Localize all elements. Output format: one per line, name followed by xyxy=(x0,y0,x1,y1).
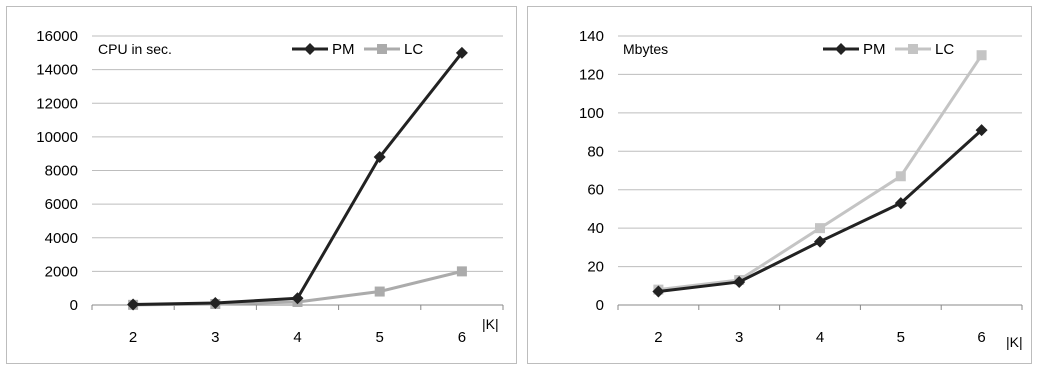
y-tick-label: 80 xyxy=(587,143,604,160)
data-point-pm xyxy=(652,285,665,298)
data-point-lc xyxy=(976,50,987,61)
data-point-lc xyxy=(374,286,385,297)
y-axis-label: Mbytes xyxy=(623,41,668,57)
legend-marker-lc xyxy=(908,44,918,54)
y-tick-label: 16000 xyxy=(36,28,78,45)
y-tick-label: 14000 xyxy=(36,62,78,79)
x-tick-label: 3 xyxy=(211,329,219,346)
y-tick-label: 60 xyxy=(587,182,604,199)
data-point-pm xyxy=(127,298,140,311)
x-tick-label: 3 xyxy=(735,329,743,346)
data-point-pm xyxy=(455,46,468,59)
y-tick-label: 0 xyxy=(70,297,78,314)
cpu-chart: 0 2000 4000 6000 8000 10000 12000 14000 16000 2 3 4… xyxy=(36,28,504,346)
data-point-lc xyxy=(895,171,906,182)
data-point-pm xyxy=(733,275,746,288)
y-tick-label: 12000 xyxy=(36,95,78,112)
data-point-lc xyxy=(815,223,825,234)
y-tick-label: 120 xyxy=(579,66,604,83)
cpu-chart-panel: 0 2000 4000 6000 8000 10000 12000 14000 16000 2 3 4… xyxy=(6,6,517,364)
legend-label-lc: LC xyxy=(935,41,954,58)
y-tick-label: 100 xyxy=(579,105,604,122)
memory-chart-panel: 0 20 40 60 80 100 120 140 2 3 4 5 6 |K| Mbytes PM LC xyxy=(527,6,1032,364)
legend-marker-pm xyxy=(304,43,316,55)
series-line-pm xyxy=(133,51,464,306)
x-axis-label: |K| xyxy=(482,316,499,332)
data-point-pm xyxy=(975,124,988,137)
y-tick-label: 140 xyxy=(579,28,604,45)
y-tick-label: 4000 xyxy=(45,230,78,247)
x-tick-label: 5 xyxy=(376,329,384,346)
memory-chart: 0 20 40 60 80 100 120 140 2 3 4 5 6 |K| Mbytes PM LC xyxy=(579,28,1023,350)
data-point-pm xyxy=(814,235,826,248)
x-tick-label: 4 xyxy=(816,329,824,346)
series-line-pm xyxy=(658,129,983,294)
x-tick-label: 6 xyxy=(977,329,985,346)
y-tick-label: 20 xyxy=(587,259,604,276)
y-tick-label: 40 xyxy=(587,220,604,237)
x-tick-label: 2 xyxy=(654,329,662,346)
legend-marker-pm xyxy=(835,43,847,55)
legend-label-pm: PM xyxy=(332,41,355,58)
data-point-pm xyxy=(373,151,386,164)
legend-label-pm: PM xyxy=(863,41,886,58)
y-tick-label: 0 xyxy=(596,297,604,314)
legend-label-lc: LC xyxy=(404,41,423,58)
y-axis-label: CPU in sec. xyxy=(98,41,172,57)
y-tick-label: 6000 xyxy=(45,196,78,213)
x-tick-label: 6 xyxy=(458,329,466,346)
x-tick-label: 5 xyxy=(897,329,905,346)
y-tick-label: 2000 xyxy=(45,263,78,280)
y-tick-label: 10000 xyxy=(36,129,78,146)
x-tick-label: 2 xyxy=(129,329,137,346)
data-point-pm xyxy=(209,296,222,309)
legend-marker-lc xyxy=(377,44,387,54)
data-point-pm xyxy=(894,197,907,210)
data-point-lc xyxy=(456,266,467,277)
data-point-pm xyxy=(291,292,304,305)
y-tick-label: 8000 xyxy=(45,163,78,180)
x-axis-label: |K| xyxy=(1006,334,1023,350)
x-tick-label: 4 xyxy=(293,329,301,346)
